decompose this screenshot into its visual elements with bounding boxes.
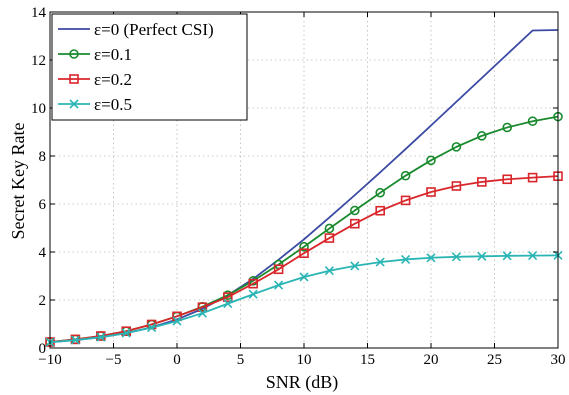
ticks-layer: −10 −5 0 5 10 15 20 25 30 0 2 4 6 8 10 12 14	[31, 5, 566, 368]
x-tick-label: 25	[487, 352, 502, 368]
data-point	[451, 181, 462, 191]
data-point	[172, 316, 182, 326]
data-point	[121, 326, 131, 337]
data-point	[426, 187, 436, 197]
grid-layer	[50, 12, 558, 348]
y-tick-label: 4	[39, 245, 47, 261]
data-point	[223, 299, 233, 309]
legend-marker	[69, 99, 79, 109]
data-point	[350, 261, 360, 271]
data-point	[375, 257, 385, 267]
series-layer	[45, 29, 563, 347]
y-tick-label: 14	[31, 5, 47, 21]
data-point	[375, 187, 386, 198]
y-tick-label: 10	[31, 101, 46, 117]
legend-marker	[69, 74, 79, 84]
series-line	[49, 254, 559, 344]
data-point	[400, 195, 411, 206]
y-tick-label: 2	[39, 293, 47, 309]
y-tick-label: 0	[39, 341, 47, 357]
data-point	[223, 292, 233, 302]
data-point	[197, 308, 207, 318]
data-point	[121, 328, 131, 338]
data-point	[528, 251, 538, 261]
data-point	[400, 170, 411, 181]
legend: ε=0 (Perfect CSI) ε=0.1 ε=0.2 ε=0.5	[51, 13, 248, 121]
data-point	[96, 332, 106, 342]
series-line	[49, 175, 559, 343]
legend-entry: ε=0.5	[58, 95, 132, 114]
data-point	[426, 253, 436, 263]
data-point	[349, 205, 360, 216]
data-point	[70, 335, 80, 345]
y-tick-label: 12	[31, 53, 46, 69]
data-point	[502, 122, 513, 133]
data-point	[502, 174, 513, 185]
legend-label: ε=0.5	[94, 95, 132, 114]
x-tick-label: 15	[360, 352, 375, 368]
data-point	[476, 131, 487, 141]
x-tick-label: −10	[38, 352, 61, 368]
data-point	[299, 272, 309, 282]
data-point	[274, 280, 284, 290]
x-tick-label: 5	[237, 352, 245, 368]
x-tick-label: 30	[551, 352, 566, 368]
data-point	[197, 302, 208, 313]
legend-entry: ε=0 (Perfect CSI)	[58, 20, 214, 39]
series-3	[45, 250, 563, 347]
y-axis-label: Secret Key Rate	[8, 123, 28, 240]
x-tick-label: −5	[106, 352, 122, 368]
x-tick-label: 10	[297, 352, 312, 368]
data-point	[477, 251, 487, 261]
legend-box	[51, 13, 248, 121]
legend-label: ε=0.1	[94, 45, 132, 64]
legend-label: ε=0 (Perfect CSI)	[94, 20, 214, 39]
data-point	[451, 252, 461, 262]
data-point	[147, 323, 157, 333]
data-point	[273, 264, 284, 275]
data-point	[324, 223, 335, 234]
data-point	[476, 177, 487, 187]
legend-entry: ε=0.1	[58, 45, 132, 64]
data-point	[299, 248, 309, 258]
legend-entry: ε=0.2	[58, 70, 132, 89]
data-point	[527, 172, 538, 183]
data-point	[451, 142, 462, 152]
x-tick-label: 0	[173, 352, 181, 368]
data-point	[349, 218, 360, 229]
data-point	[248, 278, 258, 289]
data-point	[324, 266, 334, 276]
y-tick-label: 8	[39, 149, 47, 165]
legend-marker	[69, 49, 79, 59]
data-point	[248, 289, 258, 299]
x-tick-label: 20	[424, 352, 439, 368]
data-point	[426, 155, 436, 166]
data-point	[527, 116, 538, 126]
data-point	[375, 205, 386, 216]
legend-label: ε=0.2	[94, 70, 132, 89]
data-point	[324, 233, 335, 243]
y-tick-label: 6	[39, 197, 47, 213]
data-point	[299, 241, 309, 252]
data-point	[502, 251, 512, 261]
data-point	[401, 254, 411, 265]
x-axis-label: SNR (dB)	[266, 372, 339, 393]
